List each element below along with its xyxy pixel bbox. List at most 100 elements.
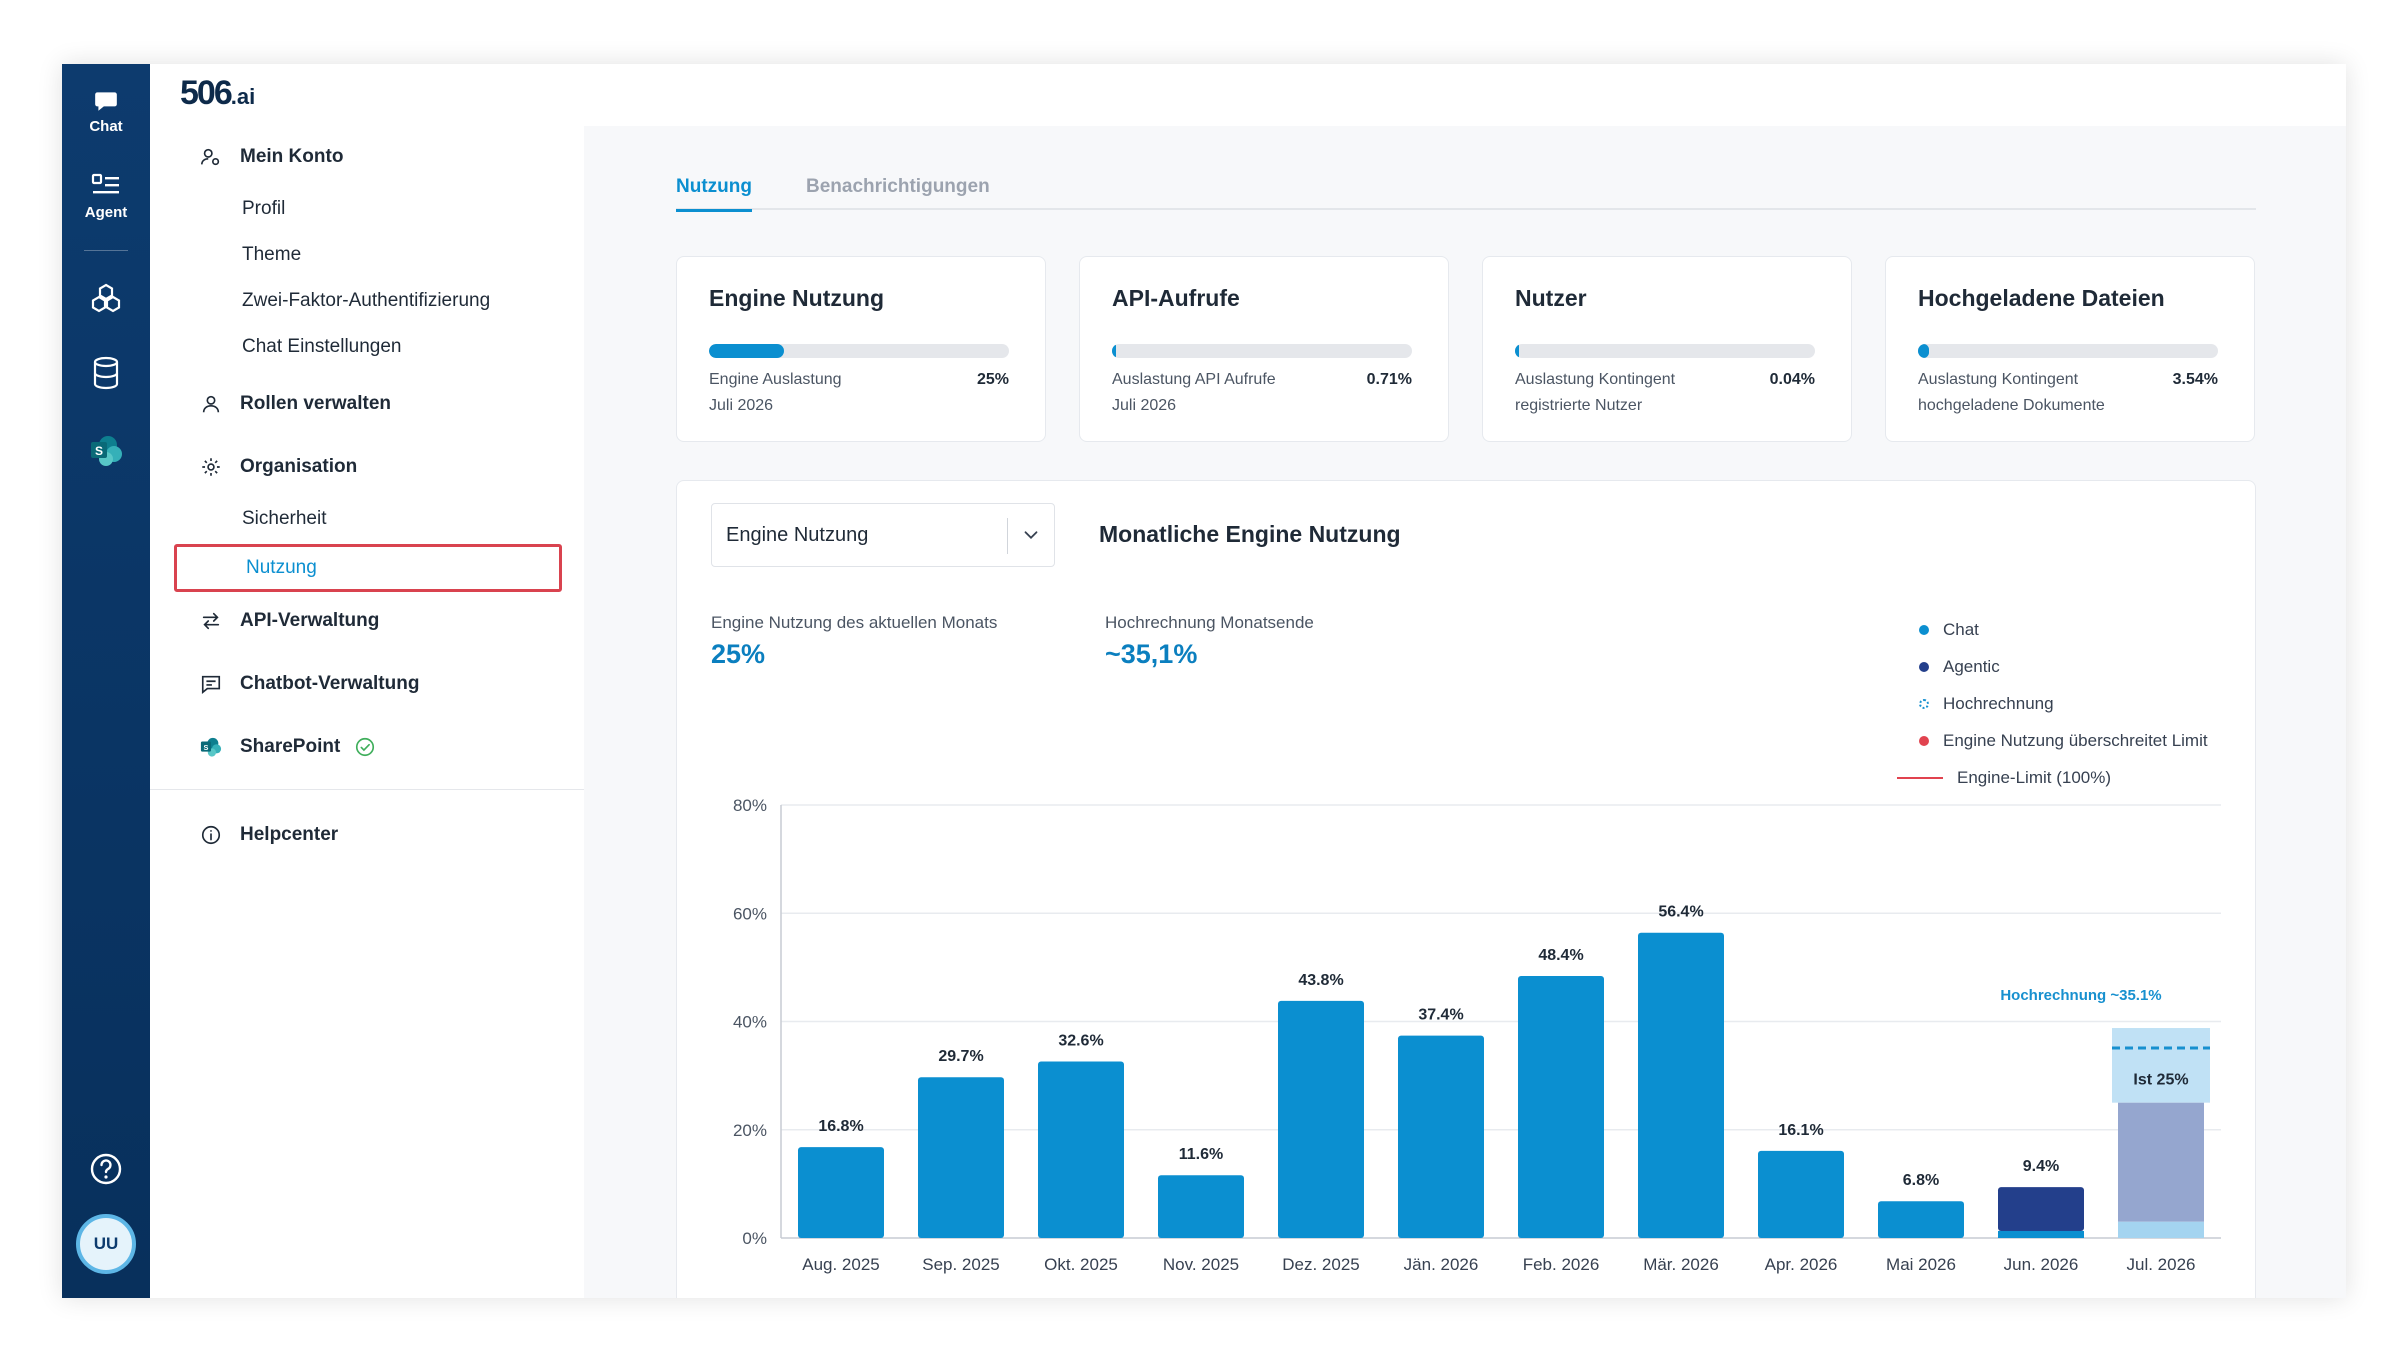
bar-chat [1638, 932, 1724, 1238]
card-hochgeladene-dateien: Hochgeladene Dateien Auslastung Kontinge… [1885, 256, 2255, 442]
select-divider [1007, 518, 1008, 554]
nav-rollen[interactable]: Rollen verwalten [200, 393, 391, 415]
y-tick-label: 40% [733, 1013, 767, 1032]
brand-logo[interactable]: 506.ai [180, 74, 255, 113]
main-content: Nutzung Benachrichtigungen Engine Nutzun… [584, 126, 2346, 1298]
metric-select[interactable]: Engine Nutzung [711, 503, 1055, 567]
nav-helpcenter[interactable]: Helpcenter [200, 824, 338, 846]
nav-organisation[interactable]: Organisation [200, 456, 357, 478]
chart-legend: Chat Agentic Hochrechnung Engine Nutzung… [1897, 611, 2208, 796]
card-subcaption: Juli 2026 [709, 397, 774, 414]
nav-nutzung-active[interactable]: Nutzung [174, 544, 562, 592]
data-label: 16.8% [818, 1118, 863, 1135]
sharepoint-icon: S [91, 436, 122, 466]
nav-zwei-faktor[interactable]: Zwei-Faktor-Authentifizierung [242, 290, 491, 311]
actual-label: Ist 25% [2133, 1072, 2188, 1089]
nav-helpcenter-label: Helpcenter [240, 824, 339, 845]
card-caption: Auslastung Kontingent [1918, 371, 2079, 388]
data-label: 32.6% [1058, 1033, 1103, 1050]
current-usage-label: Engine Nutzung des aktuellen Monats [711, 613, 998, 632]
nav-chatbot-verwaltung-label: Chatbot-Verwaltung [240, 673, 420, 694]
bar-chat [1278, 1000, 1364, 1238]
data-label: 9.4% [2023, 1158, 2059, 1175]
legend-dot [1919, 735, 1929, 746]
nav-sicherheit[interactable]: Sicherheit [242, 508, 327, 529]
card-caption: Engine Auslastung [709, 371, 842, 388]
rail-models[interactable] [62, 282, 150, 316]
bar-chat [1158, 1175, 1244, 1238]
x-tick-label: Mai 2026 [1886, 1255, 1956, 1274]
usage-progress-bar [709, 344, 1009, 358]
legend-limit-exceeded-label: Engine Nutzung überschreitet Limit [1943, 730, 2208, 750]
nav-profil[interactable]: Profil [242, 198, 286, 219]
rail-database[interactable] [62, 356, 150, 390]
nav-api-verwaltung-label: API-Verwaltung [240, 610, 380, 631]
nav-chat-einstellungen[interactable]: Chat Einstellungen [242, 336, 402, 357]
tab-benachrichtigungen[interactable]: Benachrichtigungen [806, 176, 990, 197]
card-title: Nutzer [1515, 285, 1587, 311]
x-tick-label: Nov. 2025 [1163, 1255, 1239, 1274]
logo-suffix: .ai [230, 84, 256, 109]
x-tick-label: Feb. 2026 [1523, 1255, 1600, 1274]
legend-hochrechnung-label: Hochrechnung [1943, 693, 2054, 713]
usage-progress-bar [1515, 344, 1815, 358]
legend-dot [1919, 661, 1929, 672]
data-label: 29.7% [938, 1048, 983, 1065]
legend-agentic-label: Agentic [1943, 656, 2000, 676]
agent-list-icon [91, 173, 119, 194]
card-subcaption: registrierte Nutzer [1515, 397, 1643, 414]
usage-progress-bar [1918, 344, 2218, 358]
chat-bubble-icon [95, 92, 117, 111]
x-tick-label: Aug. 2025 [802, 1255, 880, 1274]
data-label: 11.6% [1179, 1146, 1223, 1163]
legend-hochrechnung: Hochrechnung [1915, 685, 2208, 722]
card-nutzer: Nutzer Auslastung Kontingent registriert… [1482, 256, 1852, 442]
nav-api-verwaltung[interactable]: API-Verwaltung [200, 610, 379, 632]
x-tick-label: Apr. 2026 [1765, 1255, 1838, 1274]
usage-progress-bar [1112, 344, 1412, 358]
nav-rollen-label: Rollen verwalten [240, 393, 391, 414]
card-engine-nutzung: Engine Nutzung Engine Auslastung Juli 20… [676, 256, 1046, 442]
bar-chat [1038, 1061, 1124, 1238]
check-circle-icon [356, 737, 375, 757]
nav-sharepoint[interactable]: S SharePoint [200, 736, 394, 758]
y-tick-label: 80% [733, 796, 767, 815]
data-label: 43.8% [1298, 972, 1343, 989]
nav-mein-konto[interactable]: Mein Konto [200, 146, 343, 168]
bar-chat [1398, 1035, 1484, 1238]
user-avatar[interactable]: UU [76, 1214, 136, 1274]
rail-agent[interactable]: Agent [62, 172, 150, 221]
nav-theme[interactable]: Theme [242, 244, 302, 265]
legend-chat: Chat [1915, 611, 2208, 648]
rail-sharepoint[interactable]: S [62, 434, 150, 468]
metric-select-value: Engine Nutzung [726, 524, 869, 546]
tab-nutzung[interactable]: Nutzung [676, 176, 752, 212]
monthly-usage-bar-chart: 0% 20% 40% 60% 80% 16.8% Aug. 2025 29.7% Sep. 20… [733, 796, 2221, 1274]
bar-chat [1878, 1201, 1964, 1238]
info-circle-icon [201, 825, 221, 845]
nav-organisation-label: Organisation [240, 456, 358, 477]
gear-icon [202, 458, 220, 476]
bar-chat [1998, 1230, 2084, 1238]
help-circle-icon [90, 1153, 122, 1185]
card-percent: 3.54% [2172, 371, 2218, 388]
logo-text: 506 [180, 74, 233, 112]
card-title: Engine Nutzung [709, 285, 885, 311]
legend-limit-exceeded: Engine Nutzung überschreitet Limit [1915, 722, 2208, 759]
x-tick-label: Mär. 2026 [1643, 1255, 1719, 1274]
nav-chatbot-verwaltung[interactable]: Chatbot-Verwaltung [200, 673, 419, 695]
bar-chat [1758, 1150, 1844, 1238]
data-label: 6.8% [1903, 1172, 1939, 1189]
x-tick-label: Jul. 2026 [2127, 1255, 2196, 1274]
card-caption: Auslastung Kontingent [1515, 371, 1676, 388]
rail-chat[interactable]: Chat [62, 88, 150, 135]
rail-help[interactable] [62, 1152, 150, 1186]
data-label: 56.4% [1658, 904, 1703, 921]
card-percent: 0.04% [1769, 371, 1815, 388]
nav-mein-konto-label: Mein Konto [240, 146, 344, 167]
legend-agentic: Agentic [1915, 648, 2208, 685]
settings-sidebar: 506.ai Mein Konto Profil Theme Zwei-Fakt… [150, 64, 584, 1298]
legend-dot [1919, 624, 1929, 635]
card-subcaption: hochgeladene Dokumente [1918, 397, 2105, 414]
data-label: 16.1% [1778, 1122, 1823, 1139]
